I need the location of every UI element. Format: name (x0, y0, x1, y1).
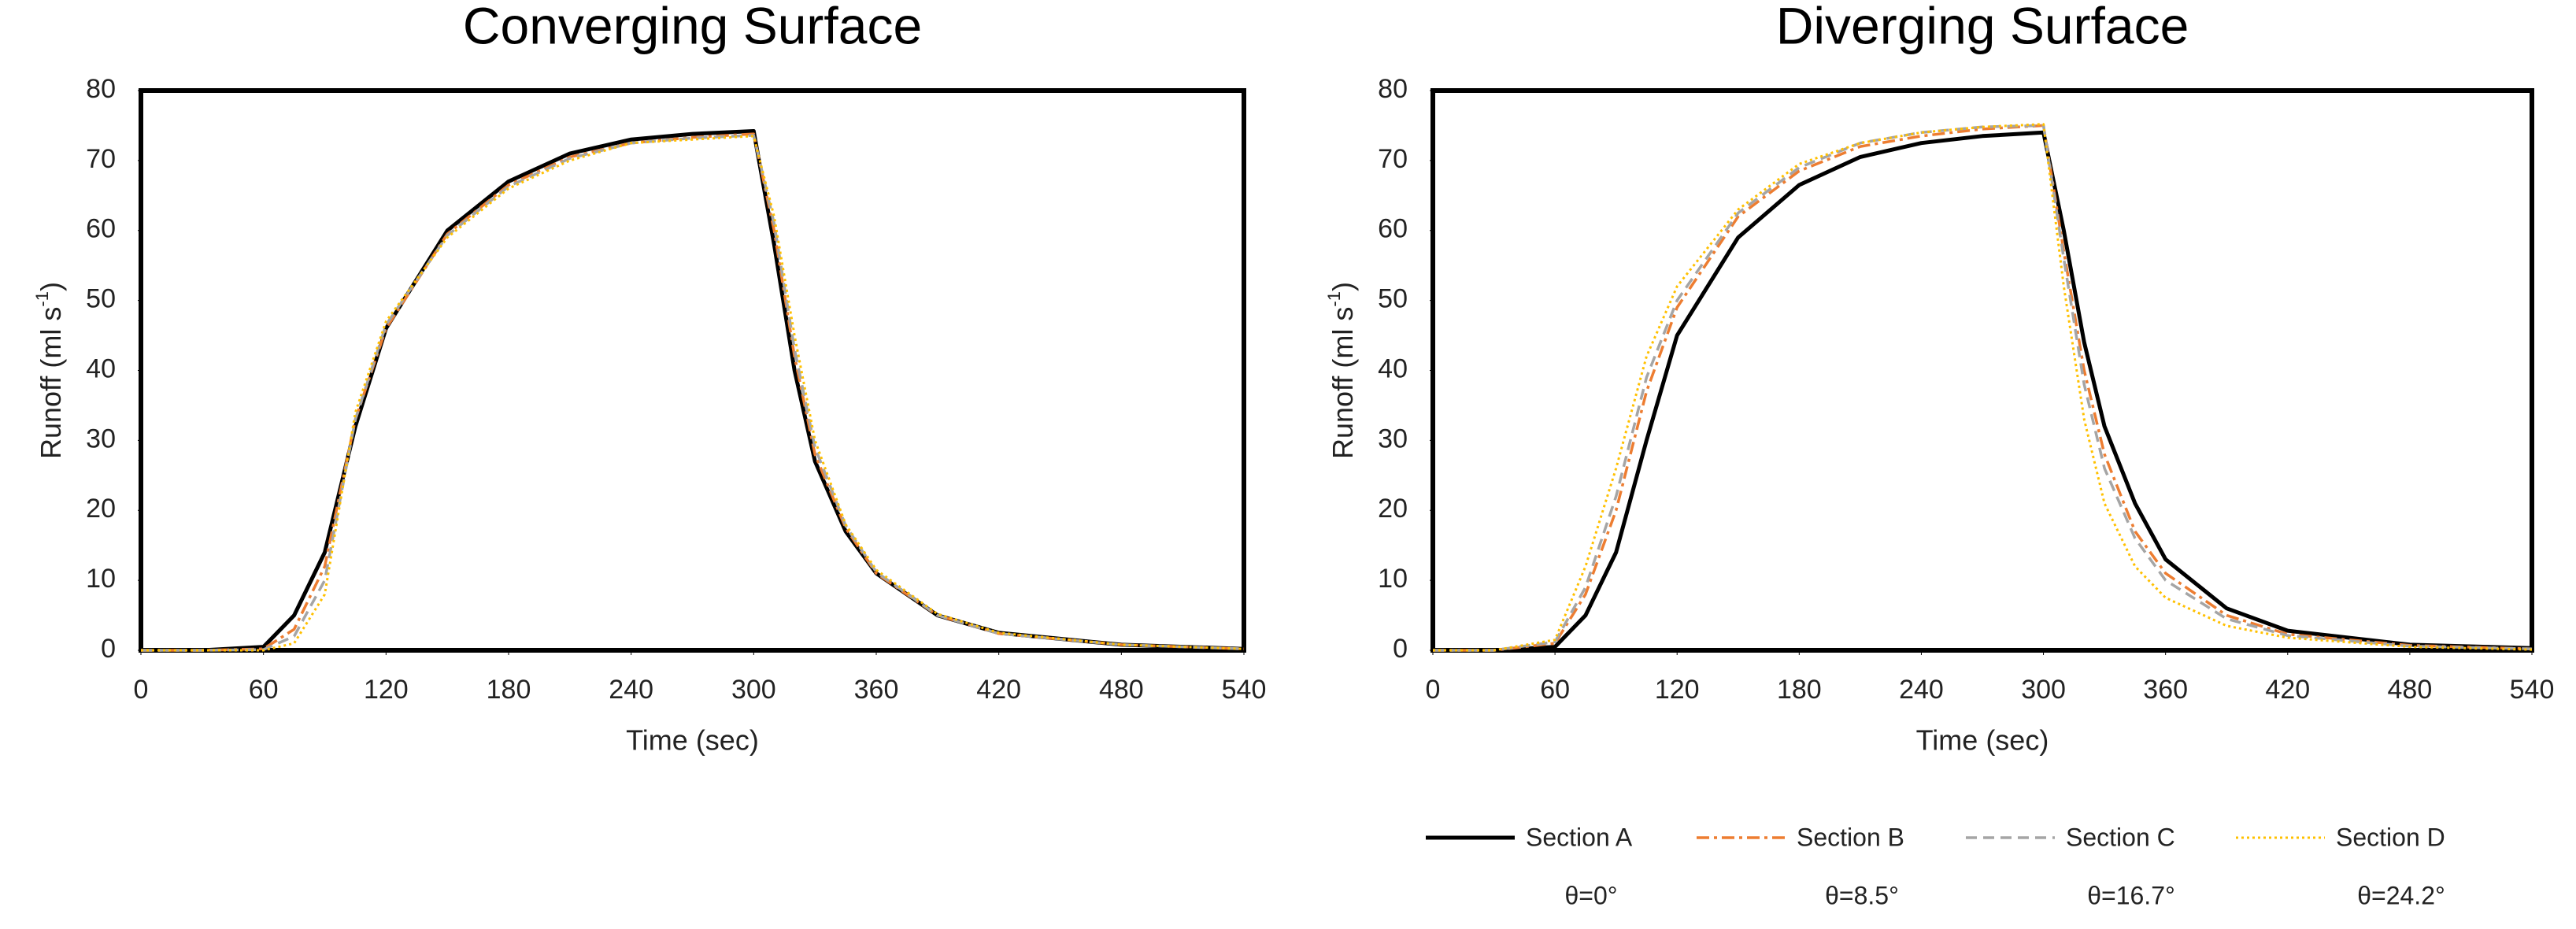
y-tick-label: 70 (86, 144, 116, 174)
y-tick-label: 80 (86, 74, 116, 104)
y-tick-label: 0 (1393, 634, 1408, 664)
y-tick-label: 80 (1378, 74, 1408, 104)
plot-frame (139, 88, 1246, 653)
y-tick-label: 10 (86, 564, 116, 594)
y-tick-label: 20 (1378, 494, 1408, 524)
series-line (1433, 130, 2533, 653)
series-line (141, 134, 1245, 652)
y-tick-label: 30 (86, 424, 116, 453)
x-tick-label: 360 (2143, 675, 2188, 705)
x-tick-label: 240 (1899, 675, 1944, 705)
x-tick-label: 300 (731, 675, 776, 705)
legend-label: Section A (1526, 823, 1633, 851)
chart-title: Diverging Surface (1776, 0, 2189, 54)
legend-label: Section D (2336, 823, 2445, 851)
x-tick-label: 300 (2021, 675, 2066, 705)
x-tick-label: 420 (976, 675, 1021, 705)
y-tick-label: 40 (1378, 353, 1408, 383)
y-tick-label: 60 (86, 214, 116, 244)
y-axis-title-part: ) (1327, 282, 1359, 291)
y-tick-label: 20 (86, 494, 116, 524)
y-axis-title-part: Runoff (ml s (35, 307, 67, 459)
plot-frame (1430, 88, 2534, 653)
y-tick-label: 60 (1378, 214, 1408, 244)
x-axis-title: Time (sec) (626, 724, 759, 757)
x-axis-title: Time (sec) (1916, 724, 2049, 757)
series-line (141, 129, 1245, 653)
x-tick-label: 120 (364, 675, 409, 705)
y-axis-title-part: ) (35, 282, 67, 291)
x-tick-label: 360 (854, 675, 899, 705)
x-tick-label: 480 (2388, 675, 2433, 705)
x-tick-label: 120 (1655, 675, 1700, 705)
x-tick-label: 60 (249, 675, 279, 705)
series-line (1433, 123, 2533, 652)
x-tick-label: 0 (1426, 675, 1441, 705)
x-tick-label: 480 (1099, 675, 1144, 705)
x-tick-label: 180 (1777, 675, 1822, 705)
series-line (1433, 124, 2533, 652)
x-tick-label: 420 (2265, 675, 2310, 705)
x-tick-label: 240 (609, 675, 653, 705)
y-axis-title-part: -1 (32, 291, 52, 307)
y-tick-label: 70 (1378, 144, 1408, 174)
legend-label: Section C (2066, 823, 2175, 851)
legend-angle: θ=16.7° (2087, 881, 2175, 909)
legend-angle: θ=8.5° (1825, 881, 1899, 909)
legend-angle: θ=24.2° (2357, 881, 2445, 909)
chart-title: Converging Surface (463, 0, 922, 54)
y-tick-label: 30 (1378, 424, 1408, 453)
y-tick-label: 50 (1378, 284, 1408, 314)
y-tick-label: 40 (86, 353, 116, 383)
series-line (1433, 124, 2533, 652)
series-line (141, 132, 1245, 652)
legend-angle: θ=0° (1564, 881, 1617, 909)
legend-label: Section B (1797, 823, 1904, 851)
x-tick-label: 60 (1540, 675, 1570, 705)
y-tick-label: 10 (1378, 564, 1408, 594)
y-tick-label: 0 (101, 634, 116, 664)
y-tick-label: 50 (86, 284, 116, 314)
y-axis-title-part: Runoff (ml s (1327, 307, 1359, 459)
x-tick-label: 540 (1222, 675, 1267, 705)
y-axis-title: Runoff (ml s-1) (1324, 282, 1359, 459)
x-tick-label: 0 (134, 675, 149, 705)
x-tick-label: 540 (2510, 675, 2555, 705)
y-axis-title: Runoff (ml s-1) (32, 282, 67, 459)
y-axis-title-part: -1 (1324, 291, 1344, 307)
series-line (141, 135, 1245, 652)
x-tick-label: 180 (487, 675, 531, 705)
